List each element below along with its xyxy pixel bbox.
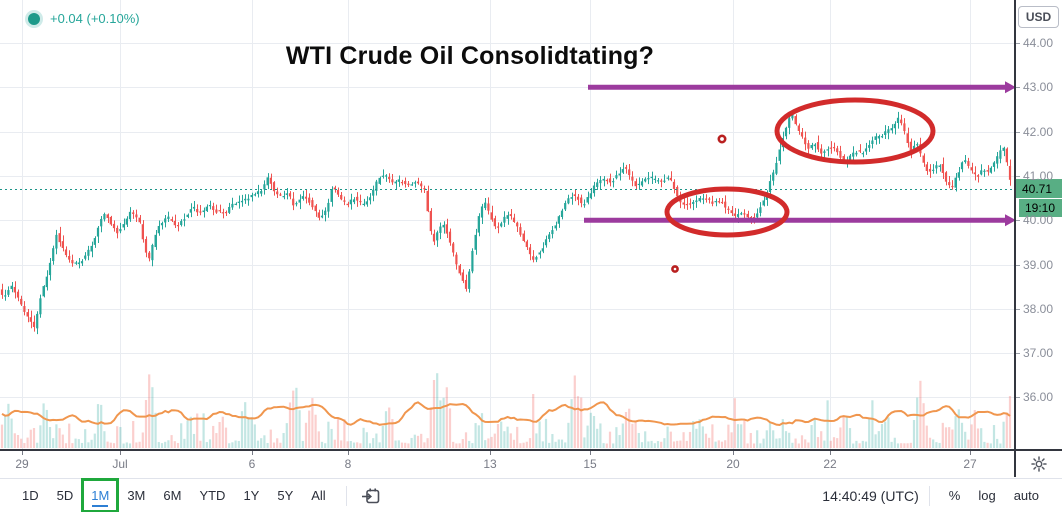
time-axis-tick: [830, 451, 831, 455]
price-axis-label: 38.00: [1023, 301, 1054, 316]
price-axis-tick: [1016, 220, 1020, 222]
price-axis-label: 36.00: [1023, 390, 1054, 405]
time-axis-tick: [733, 451, 734, 455]
price-change-text: +0.04 (+0.10%): [50, 11, 140, 26]
range-button-5d[interactable]: 5D: [56, 488, 74, 503]
time-axis-tick: [22, 451, 23, 455]
time-axis-label: 27: [963, 457, 977, 471]
bottom-toolbar: 1D 5D 1M 3M 6M YTD 1Y 5Y All 14:40:49 (UTC) % log…: [0, 478, 1062, 512]
price-axis-tick: [1016, 43, 1020, 44]
price-axis-tick: [1016, 131, 1020, 133]
range-button-all[interactable]: All: [311, 488, 326, 503]
price-axis[interactable]: USD 40.71 19:10 44.00 43.00 42.00 41.00 40.0…: [1016, 0, 1062, 449]
time-axis-label: 13: [483, 457, 497, 471]
gear-icon[interactable]: [1026, 453, 1052, 475]
time-axis-tick: [490, 451, 491, 455]
price-axis-label: 41.00: [1023, 168, 1054, 183]
range-button-1y[interactable]: 1Y: [243, 488, 260, 503]
time-axis-tick: [120, 451, 121, 455]
time-axis-label: 29: [15, 457, 29, 471]
range-selector: 1D 5D 1M 3M 6M YTD 1Y 5Y All: [14, 478, 336, 512]
price-axis-tick: [1016, 397, 1020, 399]
time-axis-label: 6: [248, 457, 256, 471]
toolbar-divider: [345, 485, 347, 506]
price-axis-label: 42.00: [1023, 124, 1054, 139]
scale-button-log[interactable]: log: [978, 488, 996, 503]
price-axis-label: 44.00: [1023, 36, 1054, 50]
axis-settings-corner: [1016, 451, 1062, 477]
scale-buttons: % log auto: [940, 483, 1048, 508]
bar-countdown-badge: 19:10: [1019, 199, 1062, 218]
price-axis-tick: [1016, 87, 1020, 89]
time-axis-border: [0, 449, 1062, 451]
price-axis-label: 43.00: [1023, 80, 1054, 95]
time-axis-label: Jul: [112, 457, 128, 471]
range-button-3m[interactable]: 3M: [127, 488, 146, 503]
time-axis-tick: [348, 451, 349, 455]
range-button-1d[interactable]: 1D: [22, 488, 39, 503]
candlestick-chart-canvas[interactable]: [0, 0, 1015, 449]
go-to-date-icon[interactable]: [357, 484, 385, 508]
range-button-5y[interactable]: 5Y: [277, 488, 294, 503]
price-axis-label: 39.00: [1023, 257, 1054, 272]
range-button-6m[interactable]: 6M: [163, 488, 182, 503]
time-axis-label: 20: [726, 457, 740, 471]
price-axis-label: 40.00: [1023, 213, 1054, 228]
active-range-underline: [92, 505, 109, 507]
scale-button-auto[interactable]: auto: [1013, 488, 1039, 503]
price-axis-border: [1014, 0, 1016, 477]
clock-utc[interactable]: 14:40:49 (UTC): [822, 487, 919, 504]
legend: +0.04 (+0.10%): [28, 11, 140, 26]
time-axis-tick: [252, 451, 253, 455]
price-axis-tick: [1016, 308, 1020, 310]
scale-button-percent[interactable]: %: [948, 488, 961, 503]
price-axis-tick: [1016, 264, 1020, 266]
time-axis-tick: [970, 451, 971, 455]
series-dot-icon: [28, 12, 40, 25]
range-button-1m[interactable]: 1M: [81, 478, 120, 512]
price-axis-tick: [1016, 353, 1020, 355]
last-price-badge: 40.71: [1016, 179, 1062, 199]
price-axis-tick: [1016, 175, 1020, 177]
currency-button[interactable]: USD: [1018, 6, 1059, 28]
time-axis-label: 22: [823, 457, 837, 471]
price-axis-label: 37.00: [1023, 346, 1054, 361]
toolbar-divider: [928, 485, 930, 506]
time-axis[interactable]: 29 Jul 6 8 13 15 20 22 27: [0, 451, 1015, 477]
chart-title-annotation: WTI Crude Oil Consolidtating?: [285, 42, 655, 70]
range-button-ytd[interactable]: YTD: [199, 488, 226, 503]
time-axis-label: 8: [344, 457, 352, 471]
time-axis-tick: [590, 451, 591, 455]
time-axis-label: 15: [583, 457, 597, 471]
